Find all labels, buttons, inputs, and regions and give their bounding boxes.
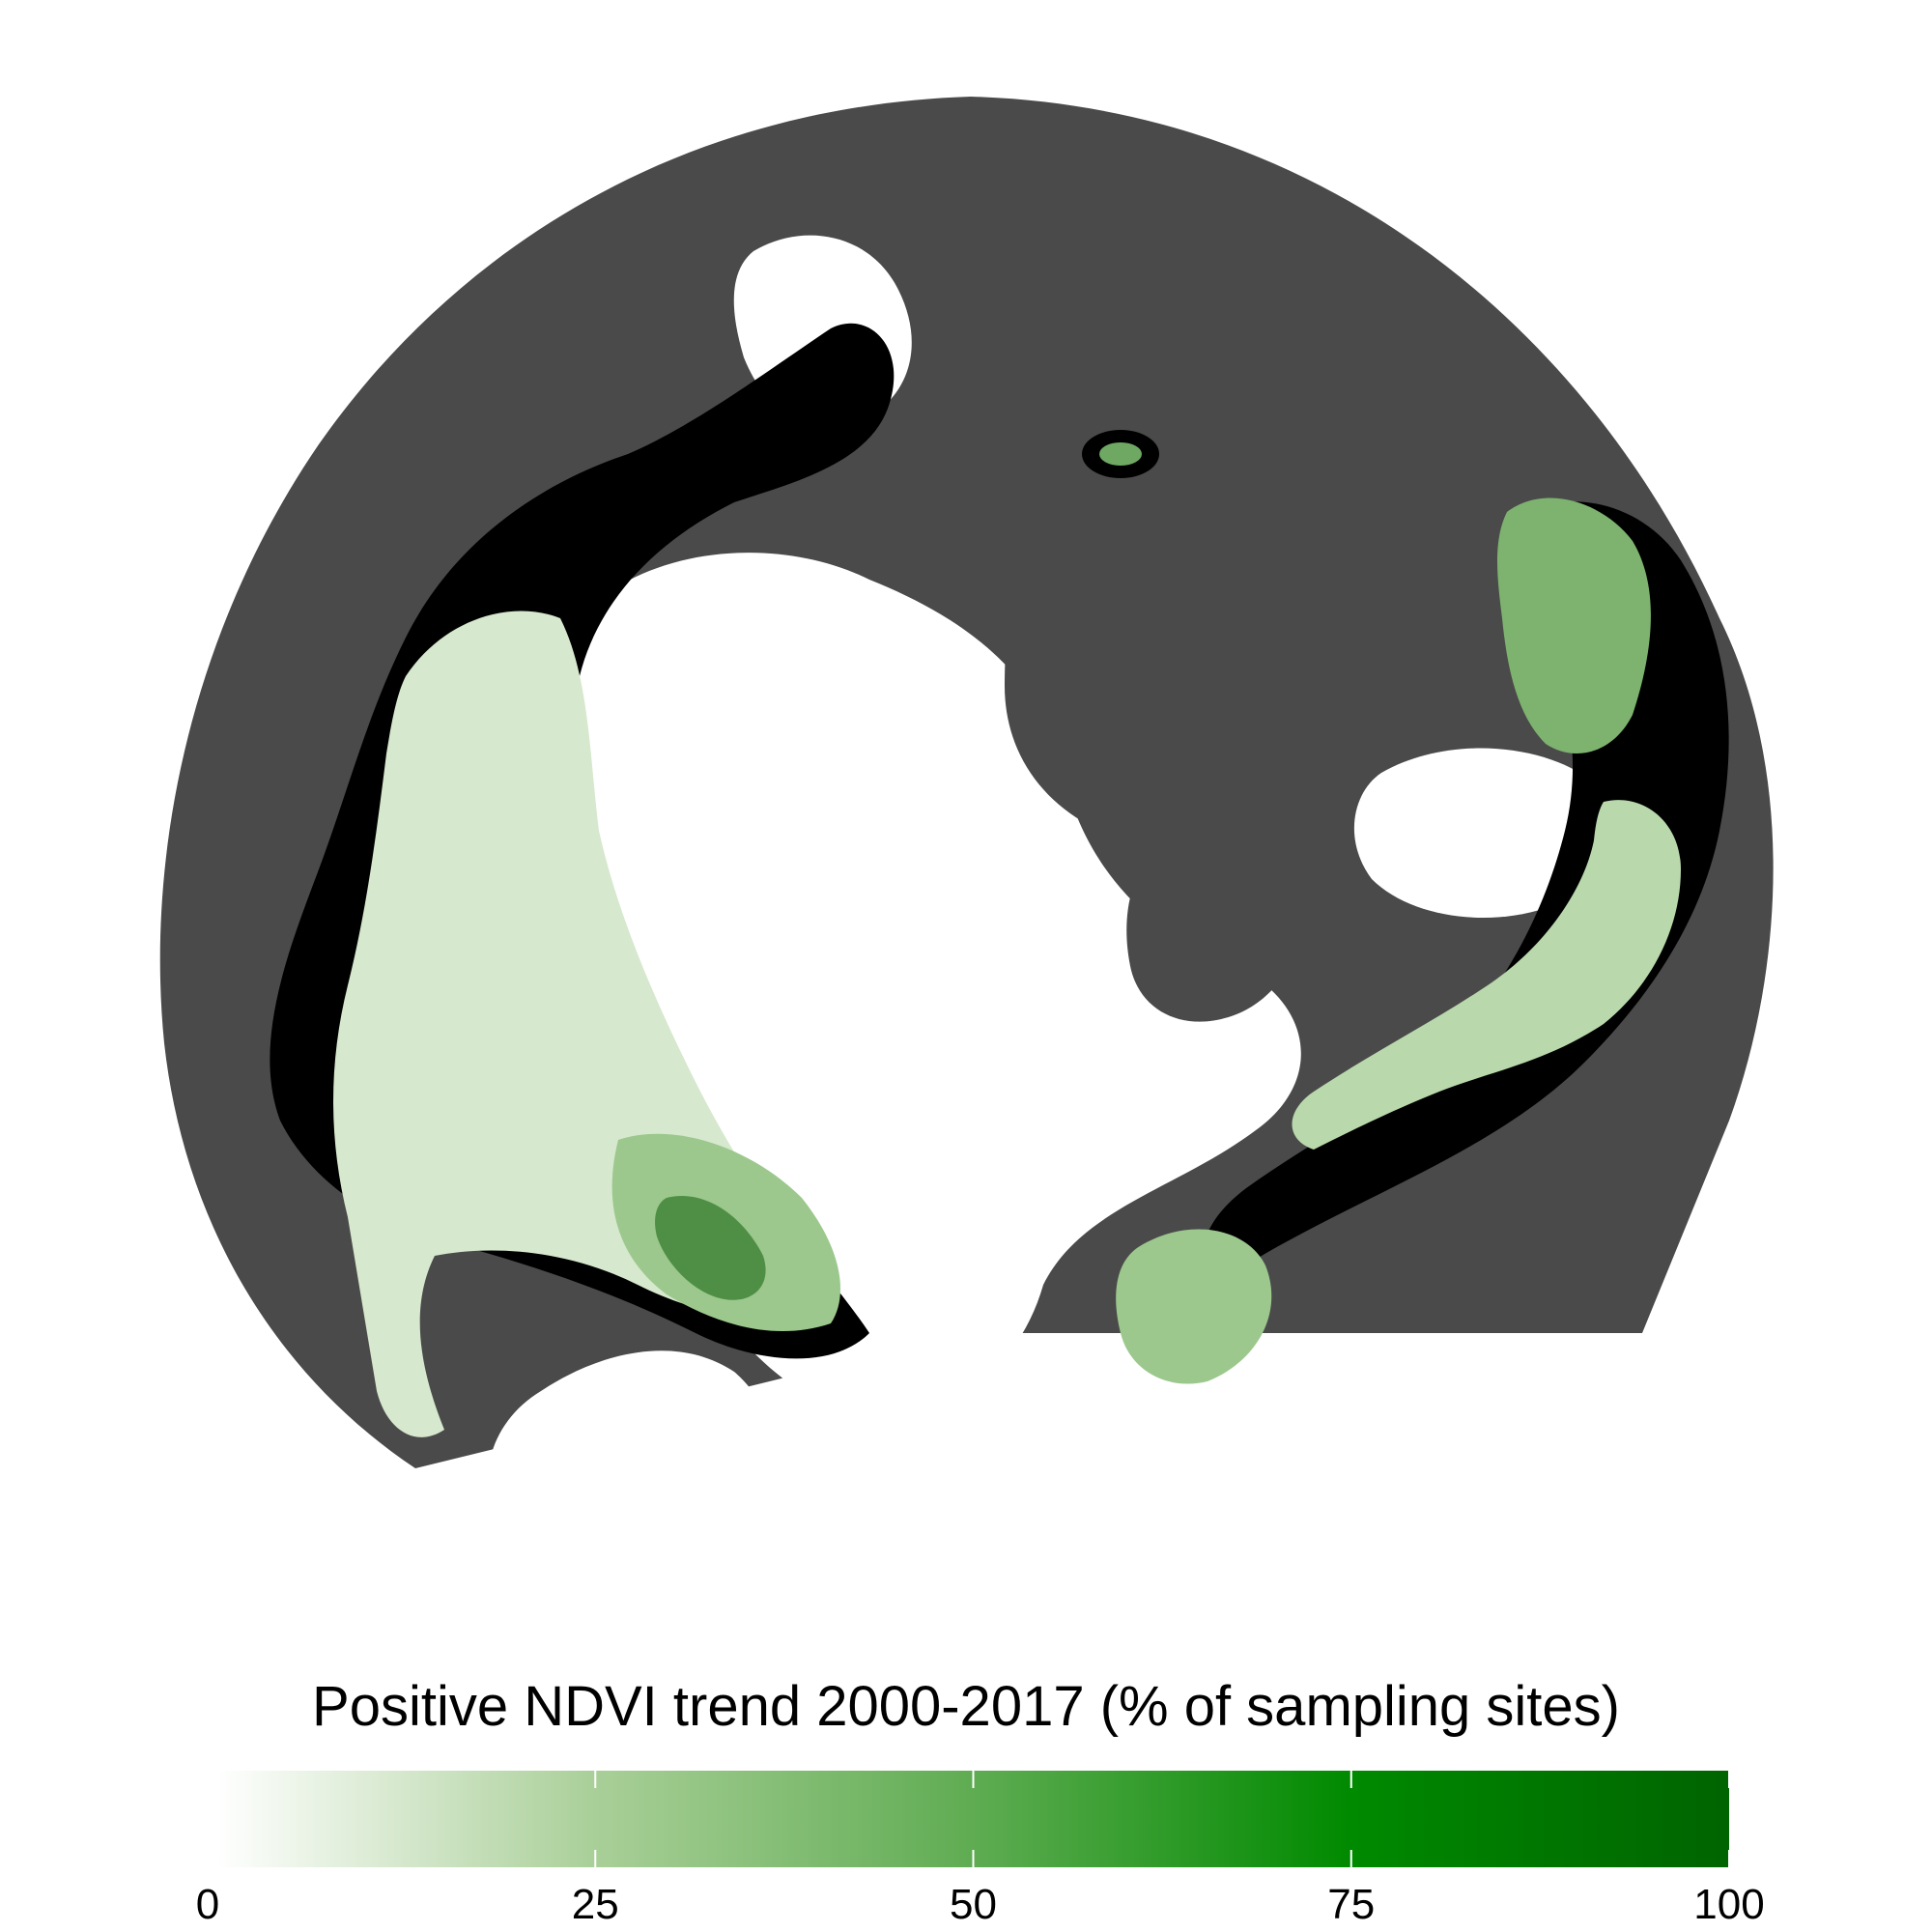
colorbar-tick-label: 0 bbox=[195, 1881, 220, 1928]
polar-map bbox=[159, 97, 1774, 1553]
vegetated-land-east-south bbox=[1116, 1229, 1272, 1384]
legend-colorbar bbox=[217, 1771, 1729, 1867]
legend-title: Positive NDVI trend 2000-2017 (% of samp… bbox=[312, 1675, 1620, 1738]
white-region-south bbox=[488, 1350, 770, 1553]
grey-landmass-center bbox=[1005, 553, 1280, 841]
colorbar-tick-label: 100 bbox=[1693, 1881, 1765, 1928]
colorbar-tick-label: 25 bbox=[571, 1881, 619, 1928]
colorbar-tick-label: 75 bbox=[1327, 1881, 1376, 1928]
vegetated-land-east-north bbox=[1497, 497, 1651, 753]
white-region-east bbox=[1353, 748, 1612, 918]
legend-tick-labels: 0 25 50 75 100 bbox=[0, 1884, 1932, 1932]
vegetated-land-west-high bbox=[655, 1196, 766, 1300]
island-north-veg bbox=[1099, 442, 1142, 466]
grey-landmass-east bbox=[1126, 840, 1301, 1022]
colorbar-tick-label: 50 bbox=[950, 1881, 997, 1928]
vegetated-land-east-mid bbox=[1292, 800, 1681, 1150]
